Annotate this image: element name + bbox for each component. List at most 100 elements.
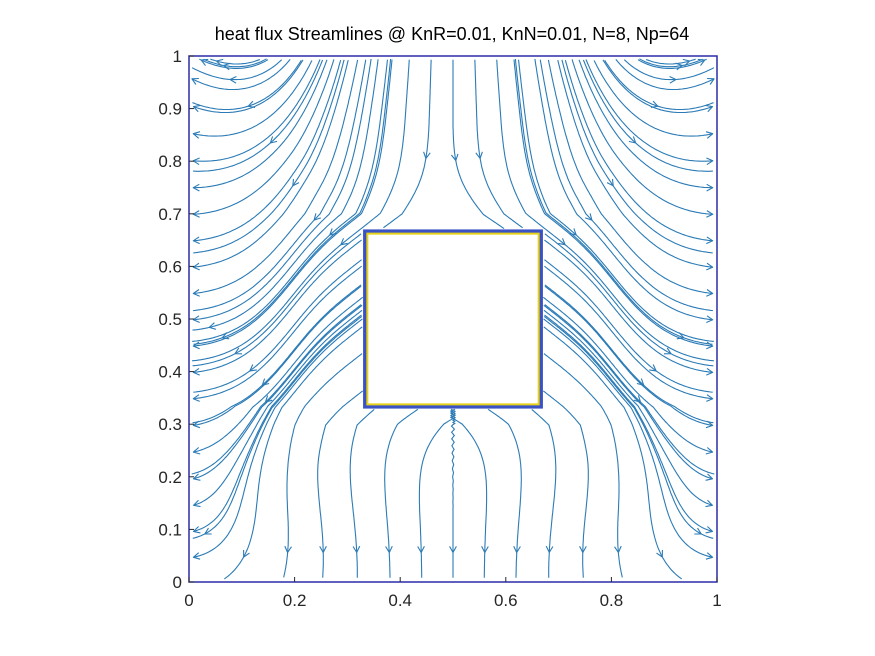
flow-arrow [706, 236, 714, 245]
flow-arrow [292, 178, 300, 187]
flow-arrow [705, 104, 714, 113]
streamline [496, 59, 714, 362]
flow-arrow [192, 394, 200, 402]
streamline [543, 326, 683, 580]
flow-arrow [676, 332, 685, 340]
flow-arrow [264, 395, 273, 403]
streamline [193, 285, 362, 426]
x-tick-label: 0.2 [283, 591, 307, 610]
y-tick-label: 0.3 [158, 415, 182, 434]
flow-arrow [423, 151, 431, 159]
flow-arrow [705, 420, 714, 429]
streamline [544, 304, 715, 475]
streamline [517, 59, 714, 342]
streamline [193, 59, 335, 215]
flow-arrow [192, 131, 201, 139]
flow-arrow [705, 473, 714, 481]
flow-arrow [208, 322, 217, 330]
streamline [191, 304, 362, 475]
streamline [193, 59, 393, 347]
flow-arrow [628, 136, 637, 144]
flow-arrow [249, 364, 257, 372]
streamline [542, 296, 713, 453]
streamline [561, 59, 713, 254]
y-tick-label: 0.8 [158, 152, 182, 171]
flow-arrow [706, 157, 714, 166]
flow-arrow [656, 549, 663, 558]
flow-arrow [707, 77, 715, 85]
streamline [192, 315, 363, 539]
flow-arrow [558, 238, 566, 246]
obstacle-outer-border [363, 229, 543, 409]
streamline [514, 58, 713, 345]
streamline [192, 59, 379, 331]
flow-arrow [221, 332, 230, 340]
flow-arrow [481, 546, 489, 554]
flow-arrow [192, 315, 200, 324]
flow-arrow [706, 367, 714, 376]
streamline [474, 59, 523, 229]
streamline [452, 408, 488, 578]
flow-arrow [705, 552, 714, 560]
streamline [544, 314, 713, 532]
flow-arrow [513, 545, 521, 554]
streamlines [191, 58, 715, 580]
y-tick-label: 0 [173, 573, 182, 592]
streamline [192, 284, 362, 424]
streamline [193, 259, 362, 393]
streamline [193, 239, 362, 373]
streamline [450, 409, 456, 578]
flow-arrow [385, 545, 393, 554]
streamline [593, 60, 713, 137]
flow-arrows [191, 58, 715, 560]
flow-arrow [319, 545, 327, 554]
chart-title: heat flux Streamlines @ KnR=0.01, KnN=0.… [215, 24, 690, 44]
x-axis: 0 0.2 0.4 0.6 0.8 1 [184, 577, 722, 610]
flow-arrow [706, 341, 714, 350]
flow-arrow [706, 262, 714, 271]
streamline [487, 408, 522, 578]
streamline [193, 58, 392, 345]
flow-arrow [192, 447, 201, 455]
flow-arrow [192, 367, 200, 376]
streamline [193, 59, 304, 114]
flow-arrow [545, 545, 554, 553]
flow-arrow [204, 527, 212, 535]
flow-arrow [675, 62, 683, 71]
flow-arrow [192, 104, 201, 113]
flow-arrow [705, 447, 714, 455]
flow-arrow [682, 58, 691, 67]
streamline [384, 408, 419, 578]
streamline [193, 59, 359, 295]
streamline [191, 59, 291, 91]
streamline [349, 408, 375, 578]
streamline [578, 59, 713, 189]
flow-arrow [215, 58, 224, 67]
streamline [192, 59, 410, 362]
flow-arrow [669, 76, 677, 84]
streamline [383, 59, 432, 229]
flow-arrow [340, 238, 348, 246]
flow-arrow [223, 62, 231, 71]
flow-arrow [313, 213, 321, 221]
flow-arrow [633, 395, 642, 403]
streamline [192, 233, 362, 367]
streamline [513, 59, 713, 347]
streamline [418, 408, 454, 578]
streamline [542, 390, 589, 578]
streamline [193, 296, 364, 453]
streamline [623, 59, 715, 81]
streamline [193, 59, 324, 172]
streamline [639, 58, 703, 68]
streamline [203, 58, 267, 68]
streamline [645, 58, 696, 65]
flow-arrow [706, 315, 714, 324]
flow-arrow [192, 289, 200, 297]
flow-arrow [234, 347, 243, 355]
streamline [615, 59, 715, 91]
streamline [452, 59, 505, 230]
flow-arrow [229, 76, 237, 84]
streamline [192, 60, 302, 111]
streamline [191, 59, 283, 81]
streamline [193, 314, 362, 532]
